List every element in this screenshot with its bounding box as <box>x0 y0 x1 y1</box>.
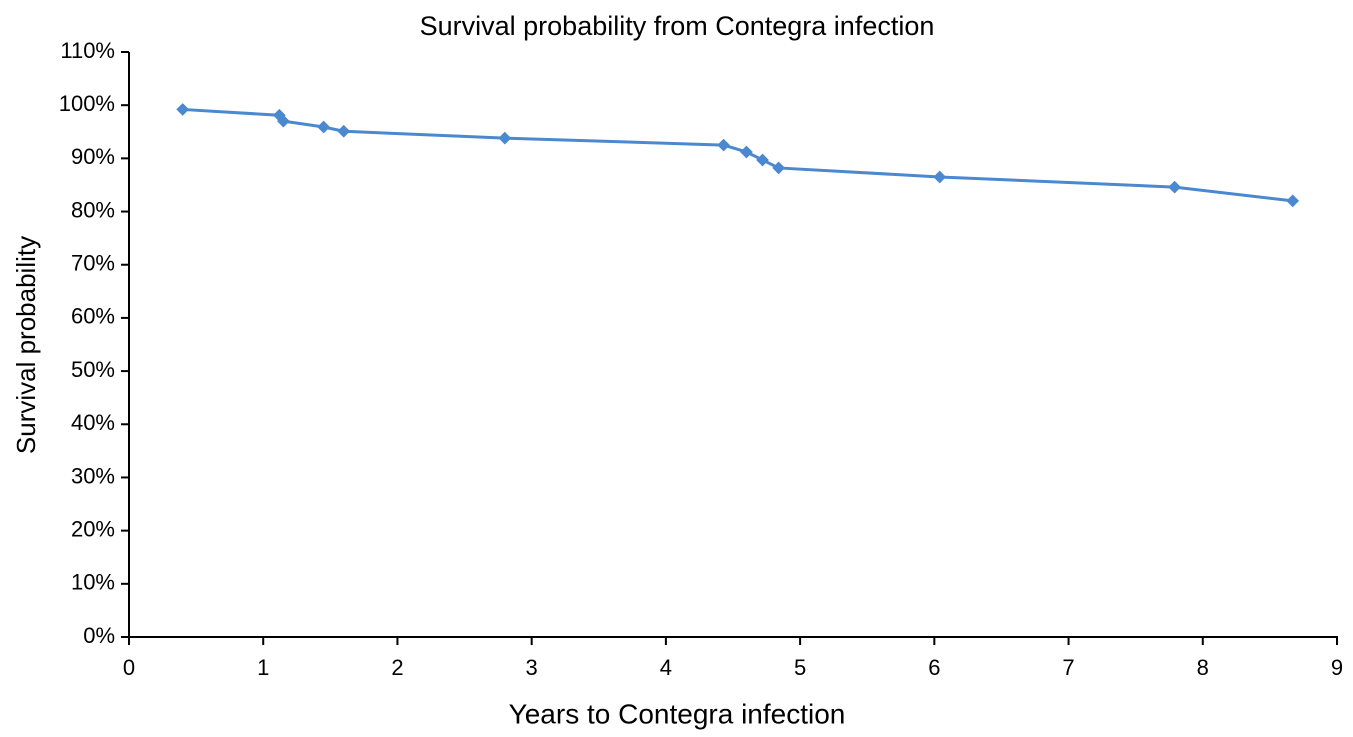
x-tick-label: 9 <box>1331 655 1343 680</box>
y-tick-label: 100% <box>59 91 115 116</box>
data-point <box>176 103 190 116</box>
data-point <box>740 145 753 159</box>
data-point <box>276 114 290 128</box>
series-line <box>182 107 1293 203</box>
y-tick-label: 20% <box>71 516 115 541</box>
x-axis-title: Years to Contegra infection <box>509 698 846 729</box>
x-tick-label: 8 <box>1197 655 1209 680</box>
x-tick-label: 1 <box>257 655 269 680</box>
x-tick-label: 6 <box>928 655 940 680</box>
x-tick-label: 2 <box>391 655 403 680</box>
x-tick-label: 4 <box>660 655 672 680</box>
data-point <box>1286 194 1300 208</box>
y-tick-label: 30% <box>71 463 115 488</box>
data-point <box>317 120 330 134</box>
y-tick-label: 80% <box>71 197 115 222</box>
y-tick-label: 90% <box>71 144 115 169</box>
x-tick-label: 7 <box>1062 655 1074 680</box>
chart-title: Survival probability from Contegra infec… <box>420 11 935 41</box>
data-point <box>933 170 947 184</box>
data-point <box>756 153 769 167</box>
x-tick-label: 0 <box>123 655 135 680</box>
y-tick-label: 110% <box>60 38 115 63</box>
y-tick-label: 60% <box>71 304 115 329</box>
data-point <box>717 138 730 152</box>
y-tick-label: 40% <box>71 410 115 435</box>
x-tick-label: 3 <box>526 655 538 680</box>
y-tick-label: 0% <box>83 623 115 648</box>
y-axis-title: Survival probability <box>11 236 41 454</box>
y-tick-label: 10% <box>71 570 115 595</box>
data-point <box>337 124 351 138</box>
y-tick-label: 70% <box>71 251 115 276</box>
x-tick-label: 5 <box>794 655 806 680</box>
data-point <box>498 131 512 145</box>
data-point <box>1168 180 1181 194</box>
data-point <box>772 161 785 175</box>
y-tick-label: 50% <box>71 357 115 382</box>
